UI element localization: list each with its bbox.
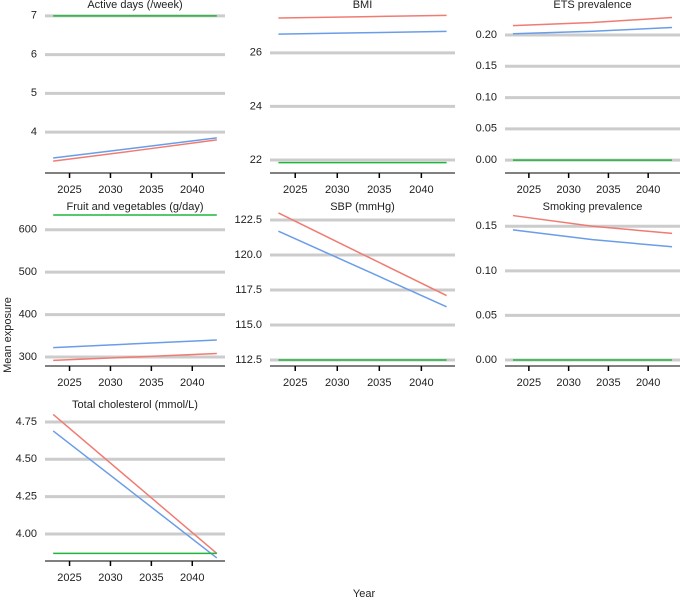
panel-title: SBP (mmHg)	[330, 201, 395, 213]
x-tick-label: 2030	[556, 184, 580, 196]
x-tick-label: 2035	[596, 184, 620, 196]
x-tick-label: 2025	[57, 377, 81, 389]
y-tick-label: 112.5	[235, 354, 262, 366]
x-tick-label: 2040	[636, 184, 660, 196]
x-tick-label: 2035	[367, 184, 391, 196]
y-tick-label: 115.0	[235, 319, 262, 331]
panel-title: BMI	[353, 0, 373, 11]
y-tick-label: 4.25	[16, 491, 37, 503]
series-line	[52, 413, 218, 554]
x-tick-label: 2040	[636, 377, 660, 389]
y-tick-label: 7	[31, 10, 37, 22]
y-tick-label: 0.00	[476, 354, 497, 366]
x-tick-label: 2030	[98, 184, 122, 196]
y-tick-label: 122.5	[234, 214, 262, 226]
x-tick-label: 2025	[517, 377, 541, 389]
y-tick-label: 500	[19, 266, 37, 278]
panel-title: Smoking prevalence	[543, 201, 643, 213]
panel-title: Active days (/week)	[87, 0, 182, 11]
y-tick-label: 5	[31, 87, 37, 99]
x-tick-label: 2040	[180, 184, 204, 196]
series-line	[278, 230, 447, 308]
x-tick-label: 2040	[409, 184, 433, 196]
y-tick-label: 120.0	[234, 249, 262, 261]
x-tick-label: 2025	[517, 184, 541, 196]
x-tick-label: 2035	[139, 184, 163, 196]
x-tick-label: 2025	[283, 184, 307, 196]
series-line	[512, 214, 673, 235]
x-tick-label: 2040	[409, 377, 433, 389]
y-tick-label: 400	[19, 308, 37, 320]
panel-title: Total cholesterol (mmol/L)	[72, 399, 198, 411]
series-line	[512, 26, 673, 35]
y-tick-label: 4.00	[16, 528, 37, 540]
y-tick-label: 0.10	[476, 91, 497, 103]
y-tick-label: 0.15	[476, 60, 497, 72]
y-tick-label: 6	[31, 48, 37, 60]
y-tick-label: 24	[250, 100, 262, 112]
series-line	[512, 16, 673, 27]
y-tick-label: 22	[250, 154, 262, 166]
series-line	[53, 339, 217, 349]
y-tick-label: 300	[19, 351, 37, 363]
x-tick-label: 2030	[98, 572, 122, 584]
y-axis-label: Mean exposure	[2, 297, 14, 373]
y-tick-label: 4.75	[16, 416, 37, 428]
x-tick-label: 2035	[139, 377, 163, 389]
x-tick-label: 2030	[556, 377, 580, 389]
panel-title: Fruit and vegetables (g/day)	[67, 201, 204, 213]
y-tick-label: 0.10	[476, 265, 497, 277]
series-line	[278, 212, 447, 297]
y-tick-label: 0.20	[476, 29, 497, 41]
panel-title: ETS prevalence	[553, 0, 631, 11]
x-tick-label: 2030	[325, 377, 349, 389]
x-tick-label: 2025	[57, 184, 81, 196]
x-tick-label: 2035	[139, 572, 163, 584]
series-line	[278, 14, 447, 19]
y-tick-label: 4	[31, 126, 37, 138]
x-axis-label: Year	[353, 588, 376, 600]
y-tick-label: 0.05	[476, 123, 497, 135]
y-tick-label: 4.50	[16, 453, 37, 465]
y-tick-label: 0.15	[476, 220, 497, 232]
series-line	[512, 229, 673, 248]
x-tick-label: 2040	[180, 377, 204, 389]
series-line	[53, 352, 217, 362]
y-tick-label: 26	[250, 47, 262, 59]
series-line	[53, 139, 217, 162]
x-tick-label: 2030	[325, 184, 349, 196]
x-tick-label: 2025	[283, 377, 307, 389]
y-tick-label: 0.05	[476, 309, 497, 321]
x-tick-label: 2030	[98, 377, 122, 389]
x-tick-label: 2025	[57, 572, 81, 584]
series-line	[52, 430, 218, 559]
x-tick-label: 2035	[596, 377, 620, 389]
y-tick-label: 0.00	[476, 154, 497, 166]
series-line	[278, 30, 447, 35]
y-tick-label: 600	[19, 224, 37, 236]
y-tick-label: 117.5	[235, 284, 262, 296]
x-tick-label: 2040	[180, 572, 204, 584]
x-tick-label: 2035	[367, 377, 391, 389]
series-line	[53, 137, 217, 159]
